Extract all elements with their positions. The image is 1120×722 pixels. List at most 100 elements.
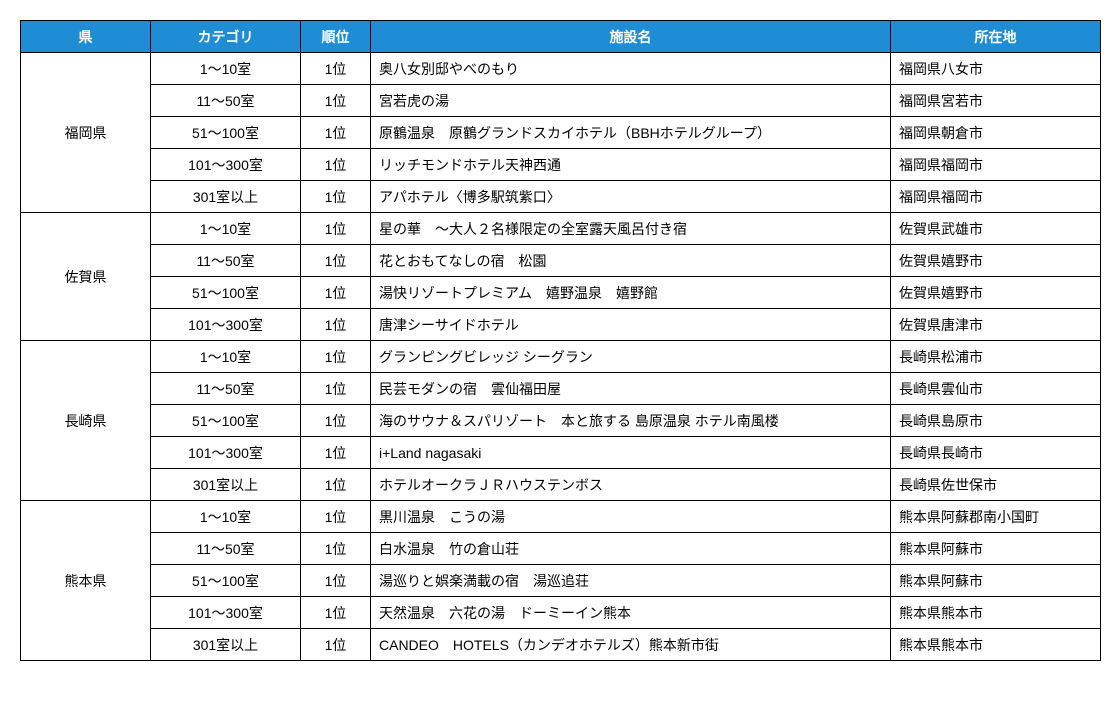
cell-rank: 1位 [301, 469, 371, 501]
cell-rank: 1位 [301, 629, 371, 661]
cell-category: 11～50室 [151, 533, 301, 565]
cell-rank: 1位 [301, 501, 371, 533]
cell-location: 長崎県長崎市 [891, 437, 1101, 469]
cell-facility-name: ホテルオークラＪＲハウステンボス [371, 469, 891, 501]
cell-rank: 1位 [301, 181, 371, 213]
cell-location: 福岡県朝倉市 [891, 117, 1101, 149]
table-row: 51～100室1位原鶴温泉 原鶴グランドスカイホテル（BBHホテルグループ）福岡… [21, 117, 1101, 149]
cell-rank: 1位 [301, 533, 371, 565]
cell-rank: 1位 [301, 405, 371, 437]
table-row: 熊本県1～10室1位黒川温泉 こうの湯熊本県阿蘇郡南小国町 [21, 501, 1101, 533]
cell-location: 長崎県佐世保市 [891, 469, 1101, 501]
cell-facility-name: 星の華 ～大人２名様限定の全室露天風呂付き宿 [371, 213, 891, 245]
table-row: 301室以上1位CANDEO HOTELS（カンデオホテルズ）熊本新市街熊本県熊… [21, 629, 1101, 661]
cell-location: 熊本県阿蘇市 [891, 533, 1101, 565]
cell-location: 佐賀県嬉野市 [891, 245, 1101, 277]
cell-location: 熊本県熊本市 [891, 629, 1101, 661]
table-row: 11～50室1位白水温泉 竹の倉山荘熊本県阿蘇市 [21, 533, 1101, 565]
cell-rank: 1位 [301, 373, 371, 405]
cell-rank: 1位 [301, 277, 371, 309]
cell-pref: 佐賀県 [21, 213, 151, 341]
cell-location: 熊本県熊本市 [891, 597, 1101, 629]
table-row: 51～100室1位湯巡りと娯楽満載の宿 湯巡追荘熊本県阿蘇市 [21, 565, 1101, 597]
cell-category: 51～100室 [151, 565, 301, 597]
table-row: 301室以上1位アパホテル〈博多駅筑紫口〉福岡県福岡市 [21, 181, 1101, 213]
cell-facility-name: 湯巡りと娯楽満載の宿 湯巡追荘 [371, 565, 891, 597]
cell-facility-name: リッチモンドホテル天神西通 [371, 149, 891, 181]
cell-location: 長崎県雲仙市 [891, 373, 1101, 405]
cell-location: 福岡県宮若市 [891, 85, 1101, 117]
table-row: 11～50室1位民芸モダンの宿 雲仙福田屋長崎県雲仙市 [21, 373, 1101, 405]
cell-facility-name: CANDEO HOTELS（カンデオホテルズ）熊本新市街 [371, 629, 891, 661]
cell-pref: 長崎県 [21, 341, 151, 501]
table-row: 101～300室1位天然温泉 六花の湯 ドーミーイン熊本熊本県熊本市 [21, 597, 1101, 629]
cell-facility-name: グランピングビレッジ シーグラン [371, 341, 891, 373]
cell-location: 佐賀県唐津市 [891, 309, 1101, 341]
cell-category: 101～300室 [151, 149, 301, 181]
cell-category: 101～300室 [151, 597, 301, 629]
cell-facility-name: 原鶴温泉 原鶴グランドスカイホテル（BBHホテルグループ） [371, 117, 891, 149]
cell-location: 福岡県八女市 [891, 53, 1101, 85]
cell-rank: 1位 [301, 149, 371, 181]
cell-facility-name: 花とおもてなしの宿 松園 [371, 245, 891, 277]
cell-location: 福岡県福岡市 [891, 149, 1101, 181]
cell-category: 1～10室 [151, 53, 301, 85]
cell-pref: 熊本県 [21, 501, 151, 661]
col-name: 施設名 [371, 21, 891, 53]
cell-rank: 1位 [301, 53, 371, 85]
table-row: 301室以上1位ホテルオークラＪＲハウステンボス長崎県佐世保市 [21, 469, 1101, 501]
cell-category: 301室以上 [151, 629, 301, 661]
table-row: 11～50室1位花とおもてなしの宿 松園佐賀県嬉野市 [21, 245, 1101, 277]
cell-rank: 1位 [301, 437, 371, 469]
table-row: 長崎県1～10室1位グランピングビレッジ シーグラン長崎県松浦市 [21, 341, 1101, 373]
table-row: 51～100室1位海のサウナ＆スパリゾート 本と旅する 島原温泉 ホテル南風楼長… [21, 405, 1101, 437]
cell-category: 11～50室 [151, 245, 301, 277]
cell-category: 101～300室 [151, 437, 301, 469]
col-loc: 所在地 [891, 21, 1101, 53]
cell-location: 長崎県松浦市 [891, 341, 1101, 373]
cell-facility-name: 民芸モダンの宿 雲仙福田屋 [371, 373, 891, 405]
cell-category: 11～50室 [151, 85, 301, 117]
cell-facility-name: 奥八女別邸やべのもり [371, 53, 891, 85]
cell-facility-name: i+Land nagasaki [371, 437, 891, 469]
ranking-table: 県 カテゴリ 順位 施設名 所在地 福岡県1～10室1位奥八女別邸やべのもり福岡… [20, 20, 1101, 661]
cell-category: 101～300室 [151, 309, 301, 341]
table-header-row: 県 カテゴリ 順位 施設名 所在地 [21, 21, 1101, 53]
cell-facility-name: 宮若虎の湯 [371, 85, 891, 117]
cell-facility-name: 天然温泉 六花の湯 ドーミーイン熊本 [371, 597, 891, 629]
table-row: 福岡県1～10室1位奥八女別邸やべのもり福岡県八女市 [21, 53, 1101, 85]
cell-rank: 1位 [301, 117, 371, 149]
cell-category: 1～10室 [151, 341, 301, 373]
cell-facility-name: 海のサウナ＆スパリゾート 本と旅する 島原温泉 ホテル南風楼 [371, 405, 891, 437]
cell-rank: 1位 [301, 341, 371, 373]
cell-category: 301室以上 [151, 181, 301, 213]
cell-rank: 1位 [301, 213, 371, 245]
col-rank: 順位 [301, 21, 371, 53]
cell-rank: 1位 [301, 85, 371, 117]
table-row: 51～100室1位湯快リゾートプレミアム 嬉野温泉 嬉野館佐賀県嬉野市 [21, 277, 1101, 309]
cell-rank: 1位 [301, 245, 371, 277]
cell-facility-name: 白水温泉 竹の倉山荘 [371, 533, 891, 565]
cell-location: 佐賀県武雄市 [891, 213, 1101, 245]
cell-category: 51～100室 [151, 277, 301, 309]
cell-category: 51～100室 [151, 117, 301, 149]
cell-facility-name: 唐津シーサイドホテル [371, 309, 891, 341]
col-cat: カテゴリ [151, 21, 301, 53]
table-row: 11～50室1位宮若虎の湯福岡県宮若市 [21, 85, 1101, 117]
table-row: 101～300室1位i+Land nagasaki長崎県長崎市 [21, 437, 1101, 469]
cell-location: 長崎県島原市 [891, 405, 1101, 437]
col-pref: 県 [21, 21, 151, 53]
table-row: 101～300室1位リッチモンドホテル天神西通福岡県福岡市 [21, 149, 1101, 181]
cell-location: 佐賀県嬉野市 [891, 277, 1101, 309]
cell-facility-name: 湯快リゾートプレミアム 嬉野温泉 嬉野館 [371, 277, 891, 309]
cell-rank: 1位 [301, 565, 371, 597]
cell-rank: 1位 [301, 309, 371, 341]
cell-location: 熊本県阿蘇市 [891, 565, 1101, 597]
cell-category: 51～100室 [151, 405, 301, 437]
cell-location: 福岡県福岡市 [891, 181, 1101, 213]
table-row: 101～300室1位唐津シーサイドホテル佐賀県唐津市 [21, 309, 1101, 341]
cell-category: 11～50室 [151, 373, 301, 405]
cell-facility-name: アパホテル〈博多駅筑紫口〉 [371, 181, 891, 213]
cell-category: 1～10室 [151, 213, 301, 245]
cell-location: 熊本県阿蘇郡南小国町 [891, 501, 1101, 533]
